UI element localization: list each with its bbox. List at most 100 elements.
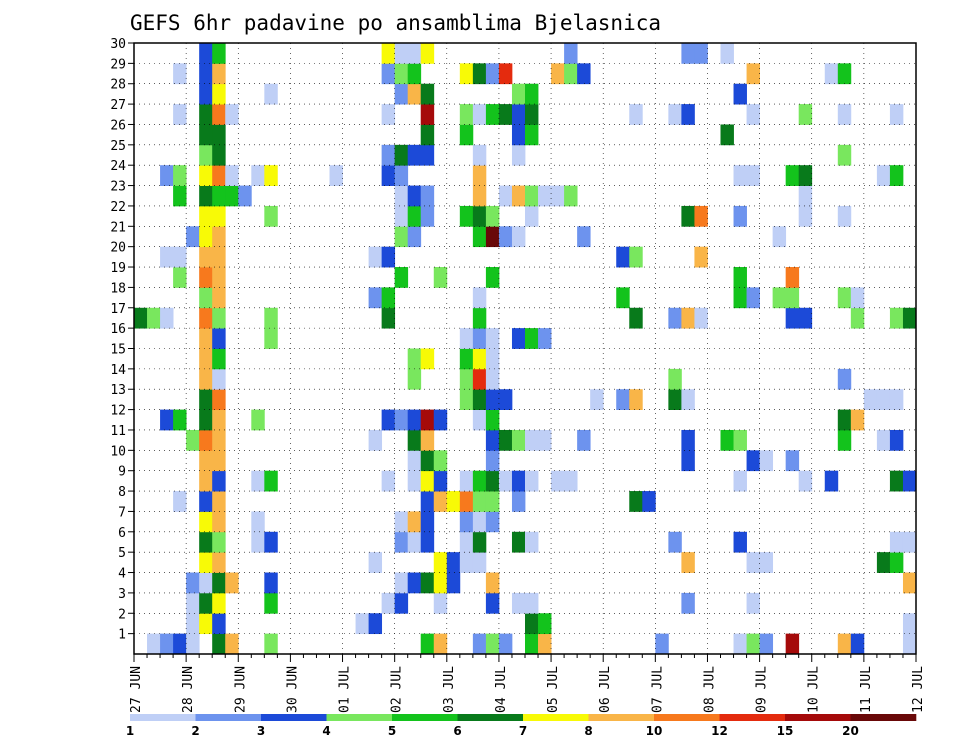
heatmap-cell <box>511 104 526 125</box>
x-axis: 27 JUN 28 JUN 29 JUN 30 JUN 01 JUL 02 JUL 03 J… <box>129 654 926 713</box>
heatmap-cell <box>798 165 813 186</box>
heatmap-cell <box>850 307 865 329</box>
heatmap-cell <box>746 450 760 472</box>
heatmap-cell <box>420 409 435 431</box>
heatmap-cell <box>212 185 226 207</box>
heatmap-cell <box>472 531 487 553</box>
heatmap-cell <box>212 450 226 472</box>
heatmap-cell <box>225 185 239 207</box>
heatmap-cell <box>394 43 409 64</box>
heatmap-cell <box>199 572 213 594</box>
heatmap-cell <box>394 511 409 533</box>
colorbar-swatch <box>326 714 393 721</box>
heatmap-cell <box>160 633 174 655</box>
heatmap-cell <box>498 185 513 207</box>
heatmap-cell <box>564 43 578 64</box>
heatmap-cell <box>459 389 474 410</box>
heatmap-cell <box>381 165 396 186</box>
colorbar-label: 10 <box>646 724 663 738</box>
heatmap-cell <box>485 470 500 492</box>
heatmap-cell <box>134 307 148 329</box>
heatmap-cell <box>876 429 891 451</box>
heatmap-cell <box>525 592 539 614</box>
heatmap-cell <box>733 470 747 492</box>
heatmap-cell <box>212 307 226 329</box>
heatmap-cell <box>368 552 383 573</box>
heatmap-cell <box>472 205 487 227</box>
heatmap-cell <box>485 104 500 125</box>
heatmap-cell <box>538 613 552 635</box>
chart-title: GEFS 6hr padavine po ansamblima Bjelasni… <box>130 11 661 35</box>
y-tick-label: 25 <box>110 139 126 154</box>
heatmap-cell <box>459 63 474 85</box>
heatmap-cell <box>733 205 747 227</box>
colorbar-swatch <box>588 714 655 721</box>
heatmap-cell <box>199 389 213 410</box>
heatmap-cell <box>889 470 904 492</box>
heatmap-cell <box>485 368 500 390</box>
x-tick-label: 03 JUL <box>442 666 457 713</box>
colorbar-label: 5 <box>388 724 396 738</box>
heatmap-cell <box>511 491 526 512</box>
heatmap-cell <box>459 491 474 512</box>
heatmap-cell <box>433 592 448 614</box>
heatmap-cell <box>420 185 435 207</box>
heatmap-cell <box>876 165 891 186</box>
heatmap-cell <box>199 613 213 635</box>
heatmap-cell <box>420 348 435 370</box>
y-tick-label: 20 <box>110 241 126 256</box>
heatmap-cell <box>407 144 422 166</box>
heatmap-cell <box>173 633 187 655</box>
x-tick-label: 06 JUL <box>598 666 613 713</box>
heatmap-cell <box>498 104 513 125</box>
heatmap-cell <box>472 389 487 410</box>
heatmap-cell <box>212 491 226 512</box>
heatmap-cell <box>733 531 747 553</box>
y-tick-label: 10 <box>110 444 126 459</box>
heatmap-cell <box>199 368 213 390</box>
heatmap-cell <box>251 409 265 431</box>
heatmap-cell <box>407 348 422 370</box>
heatmap-cell <box>199 205 213 227</box>
heatmap-cell <box>381 104 396 125</box>
heatmap-cell <box>212 287 226 309</box>
heatmap-cell <box>616 389 630 410</box>
heatmap-cell <box>511 185 526 207</box>
heatmap-cell <box>511 429 526 451</box>
heatmap-cell <box>459 531 474 553</box>
heatmap-cell <box>433 552 448 573</box>
colorbar-swatch <box>850 714 917 721</box>
colorbar-label: 15 <box>777 724 794 738</box>
heatmap-cell <box>902 307 917 329</box>
heatmap-cell <box>212 613 226 635</box>
heatmap-cell <box>551 63 565 85</box>
heatmap-cell <box>485 450 500 472</box>
heatmap-cell <box>798 470 813 492</box>
heatmap-cell <box>485 572 500 594</box>
heatmap-cell <box>889 531 904 553</box>
heatmap-cell <box>511 470 526 492</box>
heatmap-cell <box>472 633 487 655</box>
heatmap-cell <box>394 531 409 553</box>
heatmap-cell <box>733 633 747 655</box>
heatmap-cell <box>264 307 278 329</box>
heatmap-cell <box>420 144 435 166</box>
heatmap-cell <box>616 287 630 309</box>
heatmap-cell <box>564 63 578 85</box>
heatmap-cell <box>381 144 396 166</box>
heatmap-cell <box>212 124 226 146</box>
heatmap-cell <box>629 246 643 268</box>
x-tick-label: 02 JUL <box>390 666 405 713</box>
y-tick-label: 15 <box>110 343 126 358</box>
colorbar-label: 1 <box>126 724 134 738</box>
heatmap-cell <box>681 307 695 329</box>
heatmap-cell <box>590 389 604 410</box>
heatmap-cell <box>889 165 904 186</box>
heatmap-cell <box>525 83 539 105</box>
heatmap-cell <box>525 104 539 125</box>
heatmap-cell <box>225 572 239 594</box>
y-tick-label: 11 <box>110 424 126 439</box>
heatmap-cell <box>420 429 435 451</box>
heatmap-cell <box>459 368 474 390</box>
